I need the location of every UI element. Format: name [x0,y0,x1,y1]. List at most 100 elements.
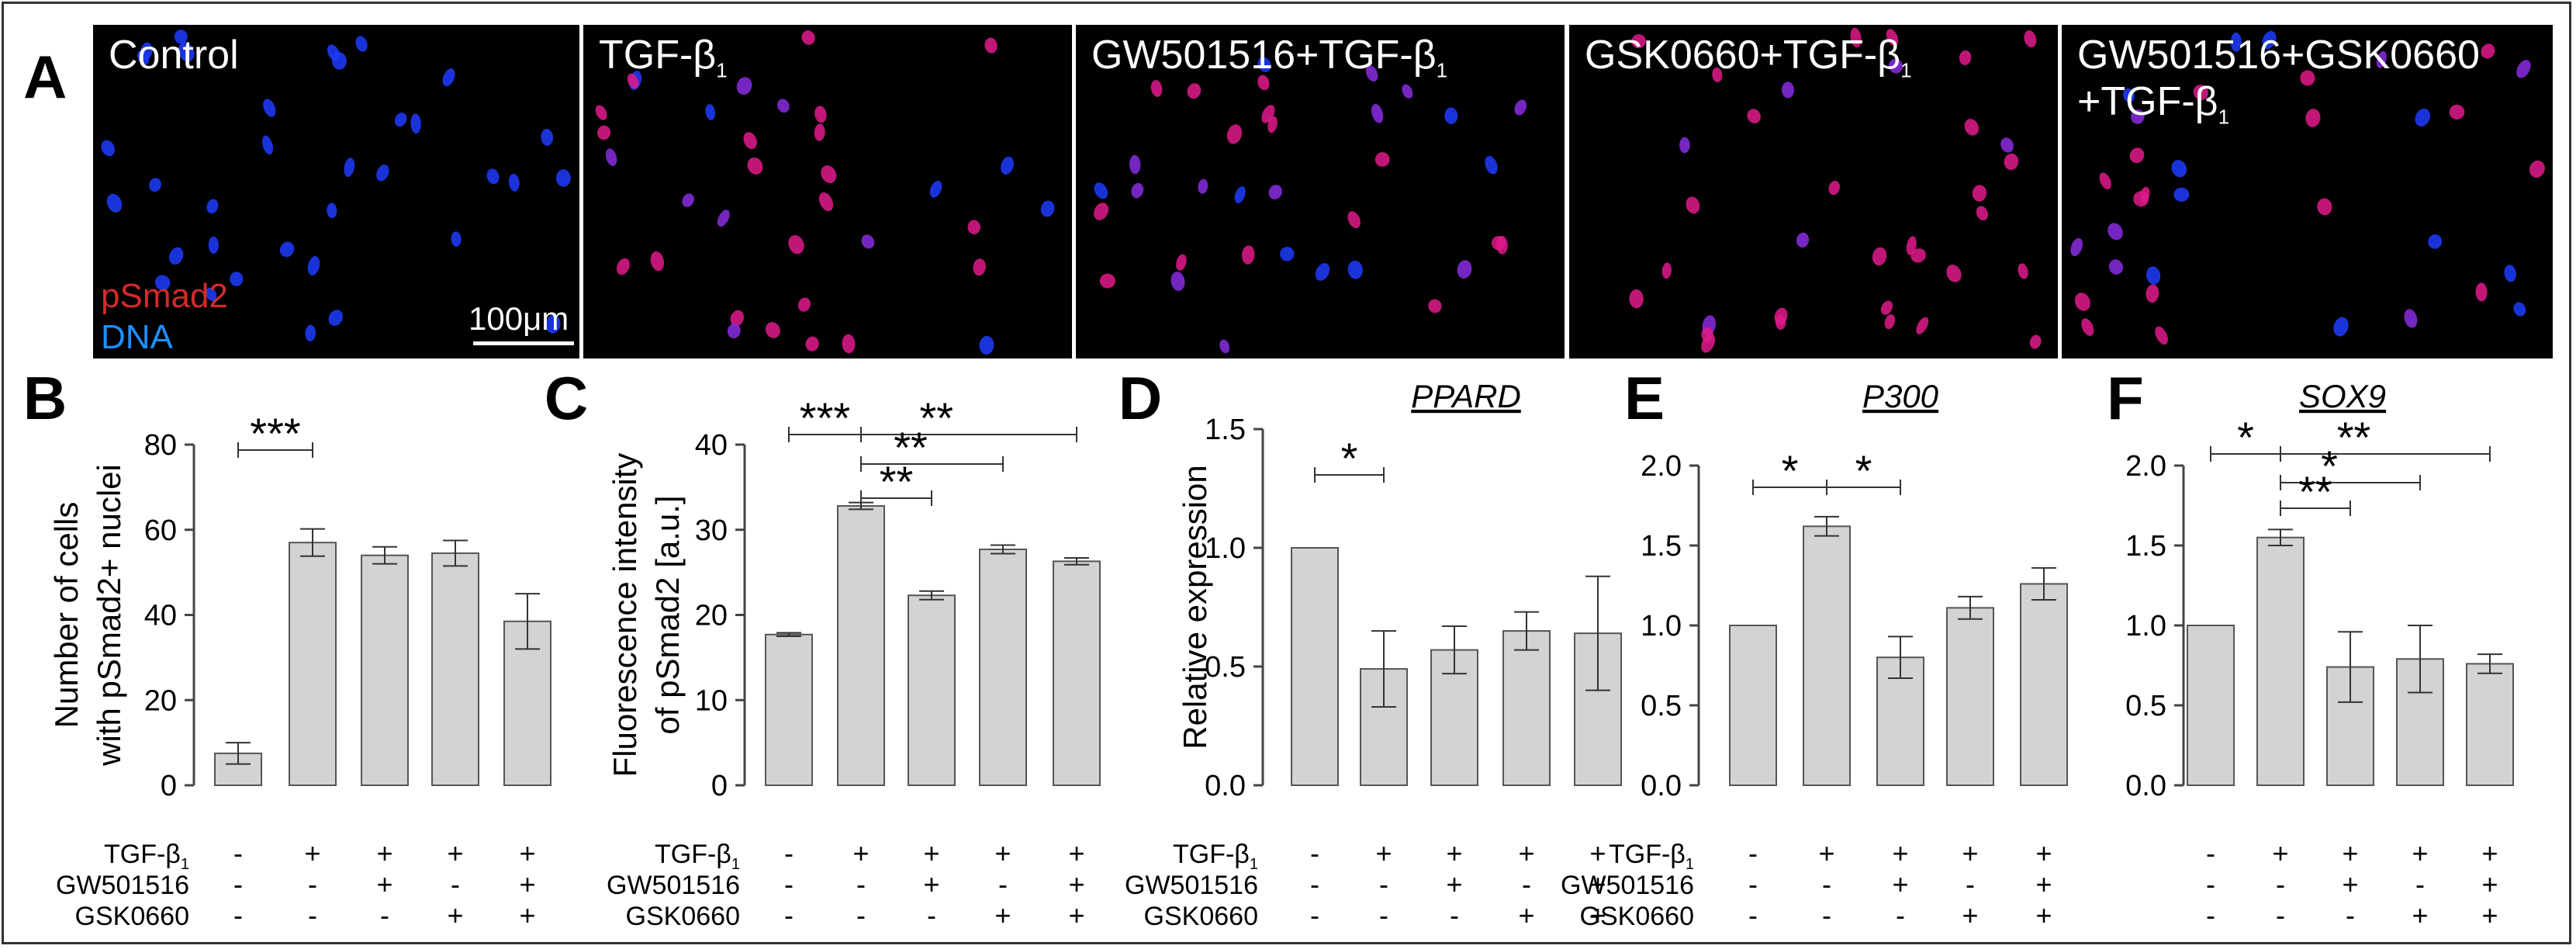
y-tick-label: 2.0 [2125,450,2166,483]
nucleus [1257,57,1271,72]
treatment-sign: + [1068,837,1084,869]
y-tick-label: 0.5 [1205,651,1246,684]
nucleus [2024,30,2037,48]
treatment-sign: - [856,899,866,931]
nucleus [1219,339,1230,354]
nucleus [1884,314,1896,330]
nucleus [410,113,421,134]
treatment-sign: + [1446,868,1462,900]
treatment-sign: + [376,837,392,869]
bar-e-1 [1729,625,1777,786]
micrograph-tile-4: GSK0660+TGF-β1 [1569,25,2058,358]
bar-c-2 [837,505,885,787]
treatment-label: TGF-β1 [1609,840,1694,873]
nucleus [777,99,790,113]
significance-label: ** [894,423,928,472]
nucleus [1906,236,1917,255]
y-axis-label: of pSmad2 [a.u.] [649,495,686,734]
nucleus [2070,237,2083,257]
significance-label: * [2237,413,2254,462]
nucleus [682,193,694,207]
treatment-sign: + [923,868,939,900]
nucleus [2262,30,2277,50]
y-axis-label: with pSmad2+ nuclei [91,464,127,767]
panel-letter-b: B [23,364,67,432]
treatment-sign: + [1962,899,1978,931]
nucleus [1040,200,1055,217]
treatment-sign: - [233,837,243,869]
treatment-sign: - [1822,868,1831,900]
nucleus [2230,32,2242,52]
nucleus [2173,187,2190,202]
nucleus [174,29,188,44]
treatment-label: GW501516 [1561,871,1694,900]
micrograph-label-text: GW501516+GSK0660 [2077,33,2480,78]
y-tick-label: 0.0 [1641,770,1682,802]
y-tick-label: 1.5 [2125,530,2166,563]
treatment-sign: + [1518,899,1534,931]
treatment-sign: + [2342,837,2358,869]
nucleus [1661,262,1672,279]
nucleus [106,193,123,213]
nucleus [154,275,171,291]
nucleus [2428,234,2443,249]
nucleus [344,158,355,178]
nucleus [1959,50,1972,65]
treatment-sign: - [1310,837,1319,869]
micrograph-label-subscript: 1 [716,58,728,82]
nucleus [541,129,554,146]
panel-letter-a: A [23,43,67,111]
nucleus [2146,266,2161,285]
treatment-sign: + [2035,868,2052,900]
nucleus [1679,137,1690,154]
micrograph-label: GW501516+TGF-β1 [1091,33,1447,82]
nucleus [1796,232,1810,248]
y-tick-label: 0.5 [2125,690,2166,722]
nucleus [206,199,219,214]
y-tick-label: 1.5 [1205,414,1246,446]
nucleus [307,256,320,275]
nucleus [2081,318,2094,336]
treatment-sign: + [1068,899,1084,931]
treatment-sign: - [1310,868,1319,900]
treatment-sign: - [2206,868,2215,900]
nucleus [730,310,744,327]
bar-f-2 [2256,536,2305,786]
nucleus [605,148,617,166]
nucleus [2155,326,2168,345]
nucleus [1872,247,1887,266]
micrograph-label: GW501516+GSK0660 +TGF-β1 [2077,33,2480,129]
treatment-sign: - [2415,868,2425,900]
nucleus [2131,109,2145,124]
treatment-sign: - [1896,899,1905,931]
bar-e-4 [1946,607,1994,787]
panel-letter-f: F [2107,364,2144,432]
treatment-sign: - [2276,868,2285,900]
nucleus [765,322,780,338]
treatment-sign: - [308,899,317,931]
nucleus [263,99,276,117]
legend-psmad2: pSmad2 [101,277,228,315]
y-axis-label: Fluorescence intensity [607,453,643,778]
micrograph-label-subscript: 1 [2218,105,2230,129]
nucleus [305,324,316,341]
treatment-sign: - [998,868,1008,900]
y-tick-label: 0.0 [1205,770,1246,802]
treatment-sign: + [447,899,463,931]
treatment-sign: + [2412,837,2428,869]
bar-c-4 [979,548,1027,786]
nucleus [168,247,184,265]
nucleus [814,106,827,123]
y-tick-label: 10 [695,684,728,717]
y-axis-label: Relative expression [1177,465,1213,750]
nucleus [2029,334,2042,349]
nucleus [1129,154,1141,175]
y-tick-label: 40 [144,600,177,632]
treatment-sign: + [519,868,535,900]
nucleus [1365,65,1378,82]
significance-label: *** [250,409,300,458]
y-axis-label: Number of cells [48,502,85,729]
treatment-sign: + [2481,837,2498,869]
